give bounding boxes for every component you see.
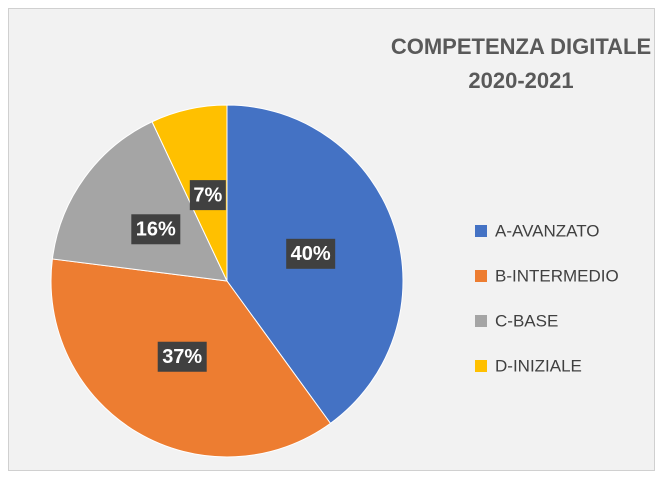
legend-swatch	[475, 315, 487, 327]
legend-swatch	[475, 360, 487, 372]
legend-swatch	[475, 270, 487, 282]
data-label: 7%	[193, 184, 222, 206]
data-label-box	[189, 180, 226, 211]
data-label-box	[131, 214, 181, 245]
pie-slice	[151, 104, 228, 282]
pie-slice	[51, 121, 228, 282]
legend-label: D-INIZIALE	[495, 356, 582, 375]
legend-label: B-INTERMEDIO	[495, 266, 619, 285]
data-label: 40%	[291, 243, 331, 265]
chart-title: 2020-2021	[468, 68, 573, 93]
legend-swatch	[475, 225, 487, 237]
data-label-box	[286, 238, 336, 269]
data-label-box	[157, 341, 207, 372]
data-label: 16%	[136, 219, 176, 241]
data-label: 37%	[162, 346, 202, 368]
chart-title: COMPETENZA DIGITALE	[391, 34, 651, 59]
legend-label: A-AVANZATO	[495, 221, 600, 240]
legend-label: C-BASE	[495, 311, 558, 330]
